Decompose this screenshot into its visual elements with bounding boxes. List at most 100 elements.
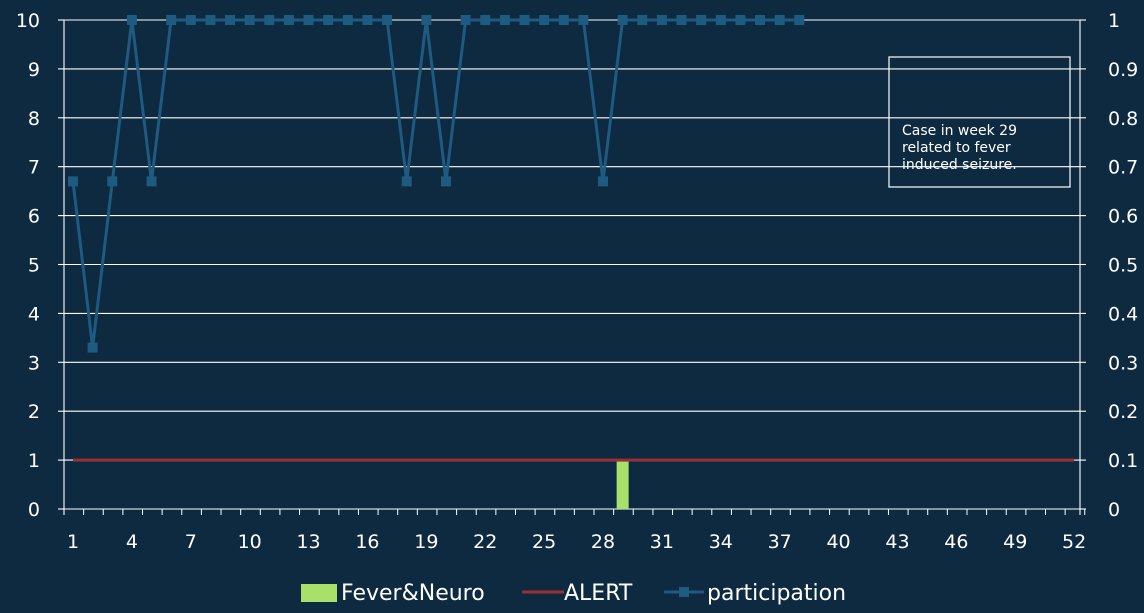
participation-marker <box>205 15 216 25</box>
participation-marker <box>342 15 353 25</box>
participation-marker <box>598 176 609 187</box>
right-axis-ticks: 0 0.1 0.2 0.3 0.4 0.5 0.6 0.7 0.8 0.9 1 <box>1108 10 1138 521</box>
participation-marker <box>323 15 334 25</box>
right-tick-label: 0.6 <box>1108 206 1138 228</box>
legend-swatch-fever-neuro <box>301 584 337 602</box>
legend-label-fever-neuro: Fever&Neuro <box>341 581 485 606</box>
participation-marker <box>401 176 412 187</box>
legend-label-alert: ALERT <box>564 581 633 606</box>
participation-marker <box>87 342 98 353</box>
participation-marker <box>499 15 510 25</box>
x-tick-label: 10 <box>238 531 262 553</box>
legend-item-fever-neuro: Fever&Neuro <box>301 581 485 606</box>
participation-marker <box>519 15 530 25</box>
participation-marker <box>244 15 255 25</box>
gridlines <box>58 19 1086 515</box>
participation-marker <box>264 15 275 25</box>
participation-marker <box>421 15 432 25</box>
x-tick-label: 16 <box>355 531 379 553</box>
right-tick-label: 0 <box>1108 499 1120 521</box>
x-tick-label: 13 <box>296 531 320 553</box>
x-tick-label: 37 <box>768 531 792 553</box>
participation-marker <box>578 15 589 25</box>
annotation-border <box>888 56 1071 188</box>
x-tick-label: 46 <box>944 531 968 553</box>
participation-marker <box>126 15 137 25</box>
participation-marker <box>794 15 805 25</box>
participation-marker <box>382 15 393 25</box>
bar-series <box>616 460 629 509</box>
x-tick-label: 52 <box>1062 531 1086 553</box>
right-tick-label: 0.7 <box>1108 157 1138 179</box>
bar-fever-neuro <box>616 460 629 509</box>
participation-marker <box>166 15 177 25</box>
right-tick-label: 0.5 <box>1108 255 1138 277</box>
participation-marker <box>480 15 491 25</box>
legend-swatch-participation-marker <box>679 587 689 597</box>
legend-label-participation: participation <box>707 581 846 606</box>
left-tick-label: 3 <box>28 352 40 374</box>
participation-marker <box>303 15 314 25</box>
right-tick-label: 0.9 <box>1108 59 1138 81</box>
x-tick-label: 34 <box>709 531 733 553</box>
participation-marker <box>637 15 648 25</box>
left-tick-label: 6 <box>28 206 40 228</box>
right-tick-label: 1 <box>1108 10 1120 32</box>
x-axis-ticks: 1 4 7 10 13 16 19 22 25 28 31 34 37 40 43 46 49 52 <box>67 531 1086 553</box>
participation-marker <box>185 15 196 25</box>
x-tick-label: 19 <box>414 531 438 553</box>
participation-series <box>68 15 805 353</box>
right-tick-label: 0.4 <box>1108 303 1138 325</box>
left-tick-label: 7 <box>28 157 40 179</box>
participation-marker <box>735 15 746 25</box>
left-tick-label: 5 <box>28 255 40 277</box>
participation-marker <box>107 176 118 187</box>
legend-item-alert: ALERT <box>522 581 633 606</box>
left-tick-label: 10 <box>16 10 40 32</box>
left-tick-label: 1 <box>28 450 40 472</box>
x-tick-label: 4 <box>126 531 138 553</box>
participation-marker <box>755 15 766 25</box>
annotation-line-2: related to fever <box>902 140 1011 156</box>
annotation-box: Case in week 29 related to fever induced… <box>888 56 1071 188</box>
right-tick-label: 0.2 <box>1108 401 1138 423</box>
left-tick-label: 8 <box>28 108 40 130</box>
annotation-line-1: Case in week 29 <box>902 123 1017 139</box>
participation-marker <box>676 15 687 25</box>
participation-marker <box>558 15 569 25</box>
left-tick-label: 0 <box>28 499 40 521</box>
x-tick-label: 28 <box>591 531 615 553</box>
participation-marker <box>696 15 707 25</box>
participation-marker <box>283 15 294 25</box>
legend: Fever&Neuro ALERT participation <box>301 581 846 606</box>
participation-marker <box>68 176 78 187</box>
x-tick-label: 25 <box>532 531 556 553</box>
x-tick-label: 22 <box>473 531 497 553</box>
participation-marker <box>146 176 157 187</box>
right-tick-label: 0.8 <box>1108 108 1138 130</box>
annotation-line-3: induced seizure. <box>902 157 1017 173</box>
left-tick-label: 9 <box>28 59 40 81</box>
x-tick-label: 49 <box>1003 531 1027 553</box>
x-tick-label: 31 <box>650 531 674 553</box>
x-tick-label: 7 <box>185 531 197 553</box>
participation-marker <box>362 15 373 25</box>
participation-marker <box>539 15 550 25</box>
right-tick-label: 0.1 <box>1108 450 1138 472</box>
left-tick-label: 4 <box>28 303 40 325</box>
participation-marker <box>440 176 451 187</box>
x-tick-label: 40 <box>826 531 850 553</box>
x-tick-label: 43 <box>885 531 909 553</box>
participation-marker <box>715 15 726 25</box>
right-tick-label: 0.3 <box>1108 352 1138 374</box>
participation-marker <box>225 15 236 25</box>
left-tick-label: 2 <box>28 401 40 423</box>
x-tick-label: 1 <box>67 531 79 553</box>
left-axis-ticks: 0 1 2 3 4 5 6 7 8 9 10 <box>16 10 40 521</box>
participation-marker <box>460 15 471 25</box>
participation-marker <box>774 15 785 25</box>
participation-marker <box>656 15 667 25</box>
participation-marker <box>617 15 628 25</box>
